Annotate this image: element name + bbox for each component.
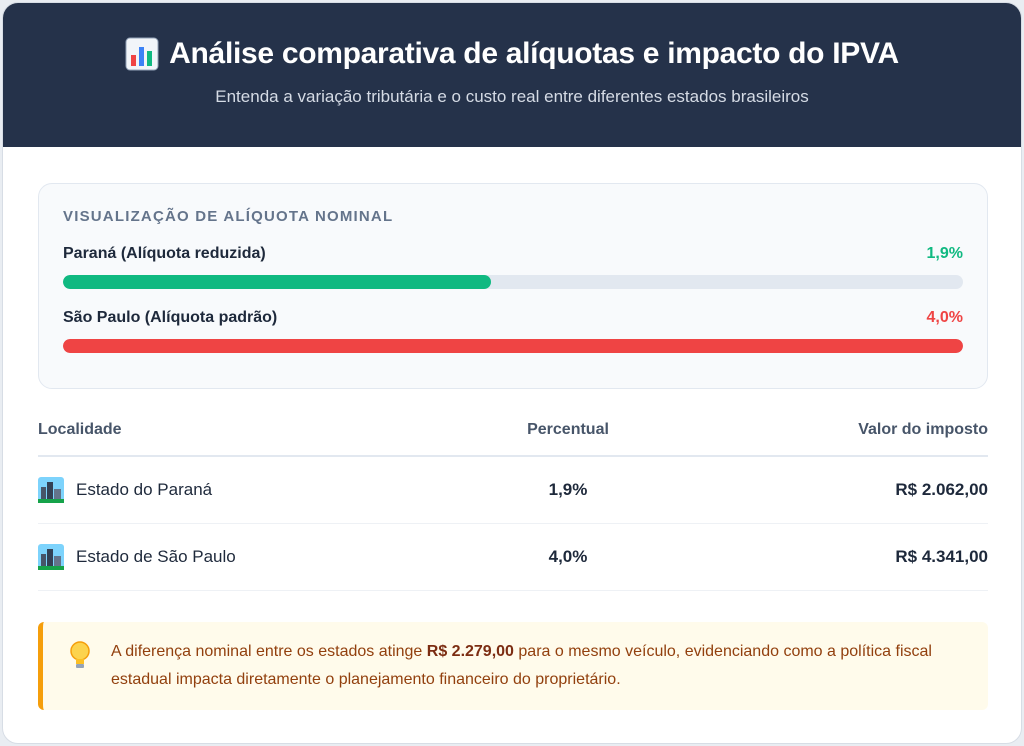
bar-row-sao-paulo: São Paulo (Alíquota padrão) 4,0% <box>63 309 963 327</box>
note-text: A diferença nominal entre os estados ati… <box>111 643 932 688</box>
table-row: Estado de São Paulo 4,0% R$ 4.341,00 <box>38 524 988 591</box>
page-title: Análise comparativa de alíquotas e impac… <box>3 37 1021 71</box>
bar-value-parana: 1,9% <box>926 245 963 262</box>
row-value: R$ 4.341,00 <box>895 547 988 566</box>
bar-label-sao-paulo: São Paulo (Alíquota padrão) <box>63 309 278 326</box>
bar-label-parana: Paraná (Alíquota reduzida) <box>63 245 266 262</box>
bar-track-sao-paulo <box>63 339 963 353</box>
row-location: Estado de São Paulo <box>76 547 236 566</box>
page-title-text: Análise comparativa de alíquotas e impac… <box>169 37 899 70</box>
insight-note: A diferença nominal entre os estados ati… <box>38 622 988 710</box>
cityscape-icon <box>38 477 64 503</box>
bar-value-sao-paulo: 4,0% <box>926 309 963 326</box>
lightbulb-icon <box>67 640 93 670</box>
nominal-rate-heading: Visualização de Alíquota Nominal <box>63 208 394 225</box>
header-valor: Valor do imposto <box>858 421 988 438</box>
bar-chart-icon <box>125 37 159 71</box>
row-value: R$ 2.062,00 <box>895 480 988 499</box>
note-highlight: R$ 2.279,00 <box>426 643 514 660</box>
cityscape-icon <box>38 544 64 570</box>
nominal-rate-panel: Visualização de Alíquota Nominal Paraná … <box>38 183 988 389</box>
bar-fill-sao-paulo <box>63 339 963 353</box>
row-location: Estado do Paraná <box>76 480 213 499</box>
table-header: Localidade Percentual Valor do imposto <box>38 405 988 457</box>
bar-fill-parana <box>63 275 491 289</box>
tax-table: Localidade Percentual Valor do imposto E… <box>38 405 988 591</box>
header: Análise comparativa de alíquotas e impac… <box>3 3 1021 147</box>
row-percent: 4,0% <box>548 547 588 566</box>
row-percent: 1,9% <box>548 480 588 499</box>
bar-row-parana: Paraná (Alíquota reduzida) 1,9% <box>63 245 963 263</box>
header-localidade: Localidade <box>38 421 122 438</box>
table-row: Estado do Paraná 1,9% R$ 2.062,00 <box>38 457 988 524</box>
header-percentual: Percentual <box>527 421 609 438</box>
bar-track-parana <box>63 275 963 289</box>
page-subtitle: Entenda a variação tributária e o custo … <box>215 87 809 106</box>
